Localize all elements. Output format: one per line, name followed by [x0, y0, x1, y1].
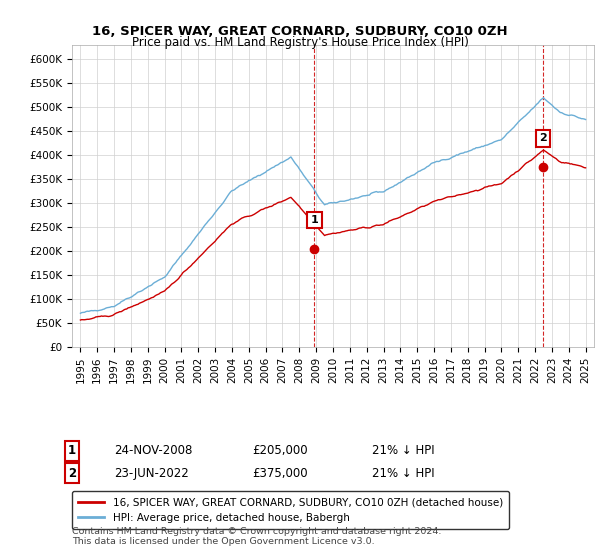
Text: £375,000: £375,000: [252, 466, 308, 480]
Text: Contains HM Land Registry data © Crown copyright and database right 2024.
This d: Contains HM Land Registry data © Crown c…: [72, 526, 442, 546]
Text: £205,000: £205,000: [252, 444, 308, 458]
Text: 1: 1: [68, 444, 76, 458]
Text: 2: 2: [68, 466, 76, 480]
Text: 16, SPICER WAY, GREAT CORNARD, SUDBURY, CO10 0ZH: 16, SPICER WAY, GREAT CORNARD, SUDBURY, …: [92, 25, 508, 38]
Text: Price paid vs. HM Land Registry's House Price Index (HPI): Price paid vs. HM Land Registry's House …: [131, 36, 469, 49]
Text: 1: 1: [311, 215, 319, 225]
Text: 2: 2: [539, 133, 547, 143]
Text: 23-JUN-2022: 23-JUN-2022: [114, 466, 189, 480]
Legend: 16, SPICER WAY, GREAT CORNARD, SUDBURY, CO10 0ZH (detached house), HPI: Average : 16, SPICER WAY, GREAT CORNARD, SUDBURY, …: [72, 491, 509, 529]
Text: 24-NOV-2008: 24-NOV-2008: [114, 444, 193, 458]
Text: 21% ↓ HPI: 21% ↓ HPI: [372, 444, 434, 458]
Text: 21% ↓ HPI: 21% ↓ HPI: [372, 466, 434, 480]
